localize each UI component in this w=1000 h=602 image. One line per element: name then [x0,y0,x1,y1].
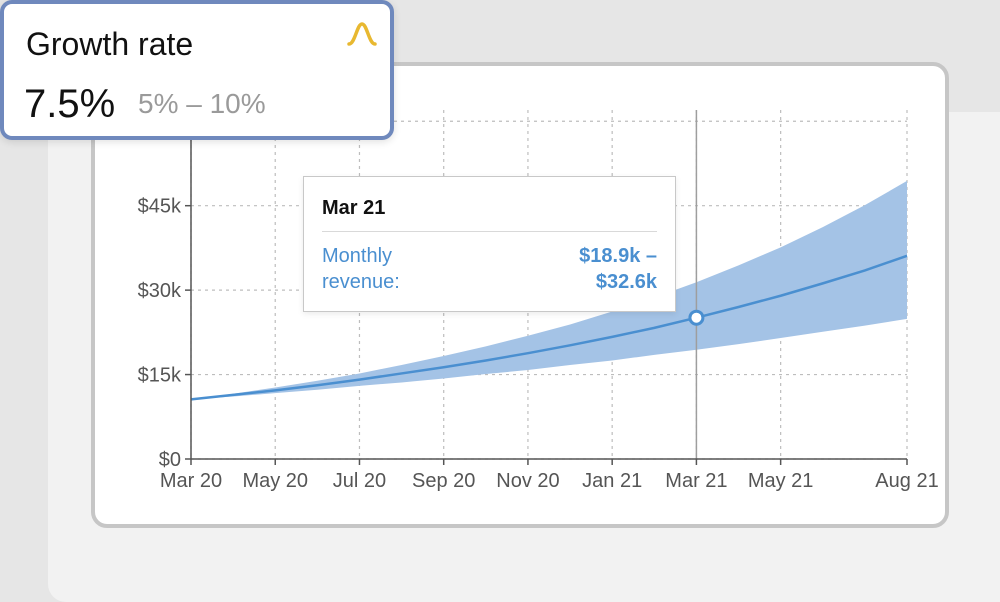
tooltip-divider [322,231,657,232]
x-tick-label: Aug 21 [875,470,938,492]
chart-tooltip: Mar 21 Monthly revenue: $18.9k – $32.6k [303,176,676,312]
x-tick-label: Nov 20 [496,470,559,492]
tooltip-metric-label: Monthly revenue: [322,245,400,293]
y-tick-label: $0 [159,449,181,471]
tooltip-date: Mar 21 [322,197,386,219]
tooltip-value-low: $18.9k – [579,245,657,267]
growth-rate-range: 5% – 10% [138,88,266,119]
x-tick-label: Mar 21 [665,470,727,492]
chevron-up-icon[interactable] [345,20,379,50]
growth-rate-value: 7.5% [24,82,116,126]
y-tick-label: $30k [138,280,182,302]
x-tick-label: Jan 21 [582,470,642,492]
y-tick-label: $45k [138,196,182,218]
x-tick-label: Sep 20 [412,470,475,492]
x-tick-label: May 21 [748,470,814,492]
x-tick-label: May 20 [242,470,308,492]
tooltip-metric-value: $18.9k – $32.6k [527,243,657,295]
x-tick-label: Mar 20 [160,470,222,492]
x-tick-label: Jul 20 [333,470,386,492]
confidence-band [191,180,907,400]
growth-rate-title: Growth rate [26,26,194,62]
growth-rate-card[interactable]: Growth rate 7.5% 5% – 10% [0,0,394,140]
highlight-point [688,309,705,326]
tooltip-value-high: $32.6k [595,271,657,293]
y-tick-label: $15k [138,365,182,387]
revenue-line [190,254,908,401]
